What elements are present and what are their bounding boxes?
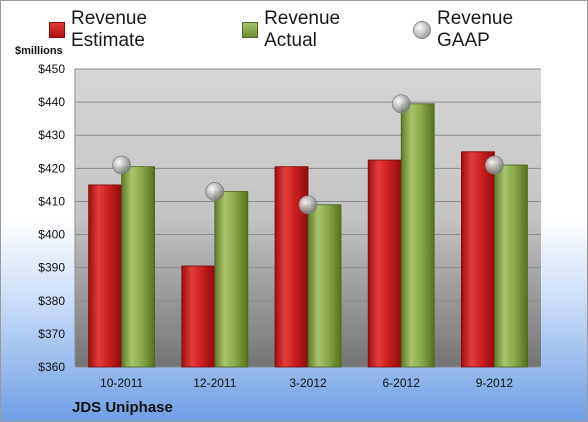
bar-revenue-actual: [121, 166, 155, 368]
y-tick-label: $440: [38, 95, 65, 109]
y-tick-label: $430: [38, 128, 65, 142]
y-tick-label: $450: [38, 62, 65, 76]
bar-revenue-actual: [400, 103, 435, 368]
company-label: JDS Uniphase: [72, 399, 173, 416]
y-tick-label: $380: [38, 294, 65, 308]
unit-label: $millions: [15, 45, 63, 57]
legend-swatch-gaap: [413, 21, 431, 39]
marker-revenue-gaap: [112, 155, 131, 175]
bar-revenue-estimate: [88, 184, 122, 368]
bar-revenue-actual: [307, 204, 342, 368]
marker-revenue-gaap: [484, 155, 504, 175]
bar-revenue-estimate: [274, 166, 309, 368]
legend-swatch-estimate: [49, 22, 65, 38]
y-axis-tick-labels: $360 $370 $380 $390 $400 $410 $420 $430 $440 $450: [38, 62, 65, 374]
x-tick-label: 12-2011: [193, 376, 236, 390]
x-tick-label: 6-2012: [383, 376, 421, 390]
x-tick-label: 3-2012: [289, 376, 327, 390]
y-tick-label: $400: [38, 228, 65, 242]
legend-item-gaap: Revenue GAAP: [413, 8, 571, 52]
bars: [88, 103, 528, 368]
legend-label-gaap: Revenue GAAP: [437, 8, 514, 51]
bar-revenue-estimate: [181, 265, 216, 368]
y-tick-label: $420: [38, 161, 65, 175]
bar-revenue-estimate: [460, 151, 495, 368]
bar-revenue-estimate: [367, 159, 402, 368]
marker-revenue-gaap: [205, 182, 225, 201]
x-axis-tick-labels: 10-2011 12-2011 3-2012 6-2012 9-2012: [100, 376, 513, 390]
legend-label-actual: Revenue Actual: [264, 8, 341, 51]
marker-revenue-gaap: [391, 94, 411, 114]
y-tick-label: $370: [38, 327, 65, 341]
legend-swatch-actual: [242, 22, 259, 38]
legend-item-estimate: Revenue Estimate: [49, 8, 226, 52]
y-tick-label: $410: [38, 194, 65, 208]
legend: Revenue Estimate Revenue Actual Revenue …: [49, 8, 587, 51]
bar-revenue-actual: [214, 191, 249, 368]
marker-revenue-gaap: [298, 195, 318, 215]
x-tick-label: 10-2011: [100, 376, 143, 390]
legend-label-estimate: Revenue Estimate: [70, 8, 148, 51]
legend-item-actual: Revenue Actual: [242, 8, 397, 52]
y-tick-label: $390: [38, 261, 65, 275]
y-tick-label: $360: [38, 360, 65, 374]
x-tick-label: 9-2012: [476, 376, 514, 390]
bar-revenue-actual: [493, 164, 528, 368]
gaap-markers: [112, 94, 504, 215]
